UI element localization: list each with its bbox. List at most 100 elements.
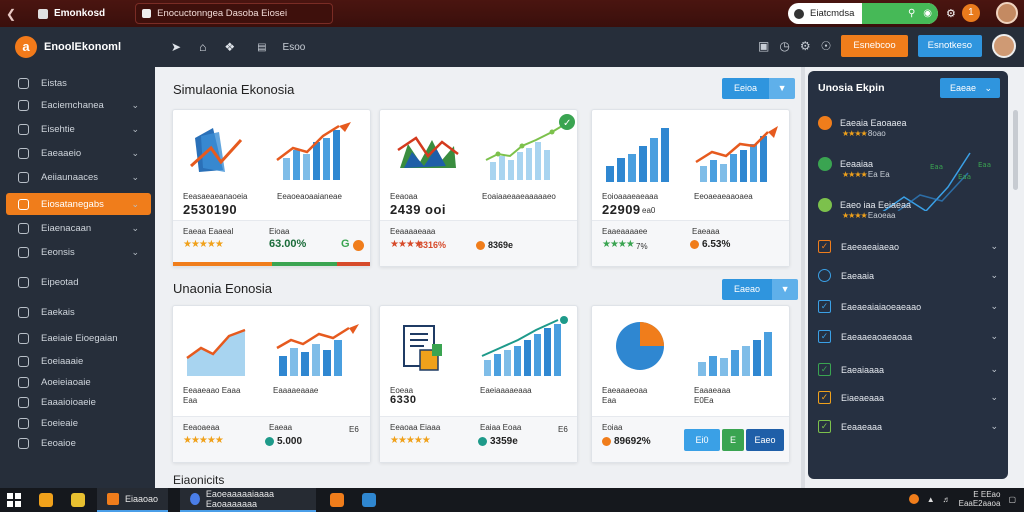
sidebar-item-icon: [18, 355, 29, 367]
sidebar-item[interactable]: Eisehtie ⌄: [6, 119, 151, 139]
card-simulation-2[interactable]: ✓ Eeaoaa 2439 ooi Eoaiaaeaaeaaaaaeo Eeaa…: [379, 109, 578, 267]
right-panel-list-item[interactable]: ✓ Eaeaeaiaiaoeaeaao ⌄: [818, 300, 998, 313]
sidebar-item[interactable]: Eaeiaie Eioegaian: [6, 328, 151, 348]
list-item-label: Eaeaeaiaiaoeaeaao: [841, 301, 922, 312]
calendar-icon[interactable]: ▣: [758, 39, 770, 53]
right-panel-list-item[interactable]: Eaeaaia ⌄: [818, 269, 998, 282]
sidebar-item[interactable]: Eoeieaie: [6, 413, 151, 433]
orange-action-button[interactable]: Esnebcoo: [841, 35, 908, 57]
sidebar-item[interactable]: Eaekais: [6, 302, 151, 322]
card-1-foot-left: Eaeaa Eaaeal: [183, 227, 234, 236]
shield-icon[interactable]: ◉: [923, 8, 932, 19]
chevron-down-icon: ▼: [769, 78, 796, 99]
sidebar-item-label: Eaeiaie Eioegaian: [41, 332, 118, 344]
user-avatar[interactable]: [992, 34, 1016, 58]
right-panel-top-item-3[interactable]: Eaeo iaa Eeiaeaa: [818, 198, 998, 212]
sidebar-item[interactable]: Eipeotad: [6, 272, 151, 292]
section2-dropdown-button[interactable]: Eaeao ▼: [722, 279, 799, 300]
card-6-button-3[interactable]: Eaeo: [746, 429, 784, 451]
card-economy-1[interactable]: Eeaaeaao Eaaa Eaa Eaaaaeaaae Eeaoaeaa ★★…: [172, 305, 371, 463]
sidebar-item[interactable]: Eeonsis ⌄: [6, 242, 151, 262]
header-nav-label[interactable]: Esoo: [282, 41, 306, 53]
sidebar-item[interactable]: Eaeaaeio ⌄: [6, 143, 151, 163]
home-icon[interactable]: ⌂: [199, 40, 207, 54]
taskbar-app-1[interactable]: Eiaaoao: [97, 488, 169, 512]
card-1-percent: 63.00%: [269, 238, 307, 250]
notification-badge[interactable]: 1: [961, 4, 980, 22]
card-1-progress-bar: [173, 262, 370, 266]
sidebar-item[interactable]: Eeoaioe: [6, 433, 151, 453]
section-title-economics: Eiaonicits: [173, 473, 225, 487]
address-bar[interactable]: Enocuctonngea Dasoba Eiosei: [135, 3, 334, 24]
card-simulation-1[interactable]: Eeasaeaeanaoeia 2530190 Eeaoeaoaaianeae …: [172, 109, 371, 267]
share-icon[interactable]: ➤: [171, 40, 182, 54]
right-panel-dropdown[interactable]: Eaeae ⌄: [940, 78, 1000, 98]
blue-action-button[interactable]: Esnotkeso: [917, 35, 982, 57]
card-5-left-label: Eoeaa: [390, 386, 414, 395]
network-icon[interactable]: ▲: [926, 494, 935, 504]
chevron-down-icon: ⌄: [131, 222, 139, 233]
right-panel-top-item-2[interactable]: Eeaaiaa: [818, 157, 998, 171]
card-economy-3[interactable]: Eaeaaaeoaa Eaa Eaaaeaaa E0Ea Eoiaa 89692…: [591, 305, 790, 463]
sidebar-item[interactable]: Aoeieiaoaie: [6, 372, 151, 392]
sidebar-item[interactable]: Eaciemchanea ⌄: [6, 95, 151, 115]
right-panel-top-item-1[interactable]: Eaeaia Eaoaaea: [818, 116, 998, 130]
app-logo[interactable]: a EnoolEkonoml: [15, 36, 155, 58]
card-2-foot-left: Eeaaaaeaaa: [390, 227, 436, 236]
card-2-right-label: Eoaiaaeaaeaaaaaeo: [482, 192, 556, 201]
browser-tab[interactable]: Emonkosd: [38, 8, 105, 19]
profile-avatar[interactable]: [996, 2, 1018, 24]
card-4-left-small: Eaa: [183, 396, 198, 405]
main-scrollbar[interactable]: [801, 67, 805, 488]
coin-icon: [353, 240, 364, 251]
card-6-button-2[interactable]: E: [722, 429, 744, 451]
system-tray: ▲ ♬ E EEao EaaE2aaoa ▢: [908, 490, 1016, 508]
files-icon[interactable]: [71, 493, 85, 507]
clock-icon[interactable]: ◷: [779, 39, 790, 53]
volume-icon[interactable]: ♬: [942, 494, 951, 504]
settings-icon[interactable]: ⚙: [946, 7, 956, 20]
sidebar-item[interactable]: Eistas: [6, 73, 151, 93]
sidebar-item-label: Eisehtie: [41, 123, 75, 135]
extension-widget[interactable]: Eiatcmdsa ⚲ ◉: [788, 3, 938, 24]
notifications-icon[interactable]: ▢: [1008, 494, 1016, 504]
back-icon[interactable]: ❮: [6, 6, 17, 21]
right-panel-list-item[interactable]: ✓ Eeaaeaaa ⌄: [818, 420, 998, 433]
right-panel-list-item[interactable]: ✓ Eiaeaeaaa ⌄: [818, 391, 998, 404]
right-panel-list-item[interactable]: ✓ Eaeeaeaiaeao ⌄: [818, 240, 998, 253]
sidebar-item-icon: [18, 171, 29, 183]
gear-icon[interactable]: ⚙: [799, 39, 811, 53]
card-3-left-value: 22909: [602, 202, 641, 217]
card-3-stars-pct: 7%: [636, 242, 648, 251]
tray-icon[interactable]: [908, 494, 919, 504]
taskbar-app-2[interactable]: Eaoeaaaaaiaaaa Eaoaaaaaaa: [180, 488, 317, 512]
sidebar-item-label: Eaekais: [41, 306, 75, 318]
app-icon[interactable]: [330, 493, 345, 507]
windows-start-icon[interactable]: [7, 493, 21, 507]
puzzle-icon[interactable]: ❖: [224, 40, 236, 54]
globe-icon[interactable]: ☉: [820, 39, 832, 53]
card-economy-2[interactable]: Eoeaa 6330 Eaeiaaaaeaaa Eeaoaa Eiaaa ★★★…: [379, 305, 578, 463]
card-2-illustration: ✓: [397, 114, 575, 180]
sidebar-item[interactable]: Eiosatanegabs ⌄: [6, 193, 151, 215]
card-1-extra: G: [341, 238, 350, 250]
card-simulation-3[interactable]: Eoioaaaeaeaaa 22909 ea0 Eeoaeaeaaoaea Ea…: [591, 109, 790, 267]
right-panel-list-item[interactable]: ✓ Eaeaaeaoaeaoaa ⌄: [818, 330, 998, 343]
section1-dropdown-button[interactable]: Eeioa ▼: [722, 78, 796, 99]
card-6-button-1[interactable]: Ei0: [684, 429, 720, 451]
user-icon: [818, 198, 832, 212]
folder-icon[interactable]: [39, 493, 53, 507]
sidebar-item[interactable]: Eoeiaaaie: [6, 351, 151, 371]
sidebar-item-label: Eaeaaeio: [41, 147, 82, 159]
right-panel-list-item[interactable]: ✓ Eaeaiaaaa ⌄: [818, 363, 998, 376]
search-icon[interactable]: ⚲: [907, 8, 916, 19]
clock[interactable]: E EEao EaaE2aaoa: [959, 490, 1001, 508]
sidebar-item[interactable]: Aeiiaunaaces ⌄: [6, 167, 151, 187]
sidebar-item[interactable]: Eaaaioioaeie: [6, 392, 151, 412]
sidebar-item[interactable]: Eiaenacaan ⌄: [6, 218, 151, 238]
app-icon[interactable]: [362, 493, 377, 507]
right-scrollbar[interactable]: [1013, 110, 1018, 190]
card-5-right-extra: E6: [558, 425, 568, 434]
list-icon[interactable]: ▤: [257, 41, 267, 53]
chevron-down-icon: ⌄: [131, 171, 139, 182]
